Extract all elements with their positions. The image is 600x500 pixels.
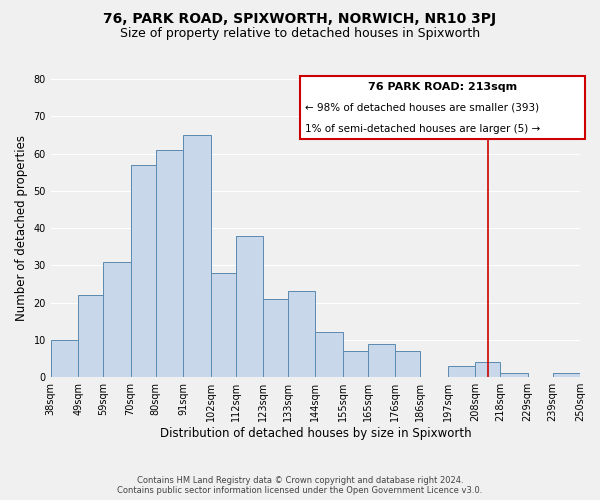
Text: 76 PARK ROAD: 213sqm: 76 PARK ROAD: 213sqm — [368, 82, 517, 92]
Bar — [236, 236, 263, 377]
Text: 1% of semi-detached houses are larger (5) →: 1% of semi-detached houses are larger (5… — [305, 124, 540, 134]
Bar — [183, 135, 211, 377]
Bar — [448, 366, 475, 377]
Text: Size of property relative to detached houses in Spixworth: Size of property relative to detached ho… — [120, 28, 480, 40]
FancyBboxPatch shape — [299, 76, 585, 138]
Bar — [78, 295, 103, 377]
Bar — [131, 164, 155, 377]
Y-axis label: Number of detached properties: Number of detached properties — [15, 135, 28, 321]
X-axis label: Distribution of detached houses by size in Spixworth: Distribution of detached houses by size … — [160, 427, 471, 440]
Bar — [288, 292, 316, 377]
Bar — [155, 150, 183, 377]
Bar — [475, 362, 500, 377]
Text: 76, PARK ROAD, SPIXWORTH, NORWICH, NR10 3PJ: 76, PARK ROAD, SPIXWORTH, NORWICH, NR10 … — [103, 12, 497, 26]
Bar — [500, 374, 527, 377]
Text: Contains public sector information licensed under the Open Government Licence v3: Contains public sector information licen… — [118, 486, 482, 495]
Bar — [263, 299, 288, 377]
Bar — [51, 340, 78, 377]
Bar — [343, 351, 368, 377]
Bar — [103, 262, 131, 377]
Bar — [316, 332, 343, 377]
Bar — [395, 351, 420, 377]
Bar — [368, 344, 395, 377]
Text: ← 98% of detached houses are smaller (393): ← 98% of detached houses are smaller (39… — [305, 103, 539, 113]
Bar — [553, 374, 580, 377]
Text: Contains HM Land Registry data © Crown copyright and database right 2024.: Contains HM Land Registry data © Crown c… — [137, 476, 463, 485]
Bar — [211, 273, 236, 377]
